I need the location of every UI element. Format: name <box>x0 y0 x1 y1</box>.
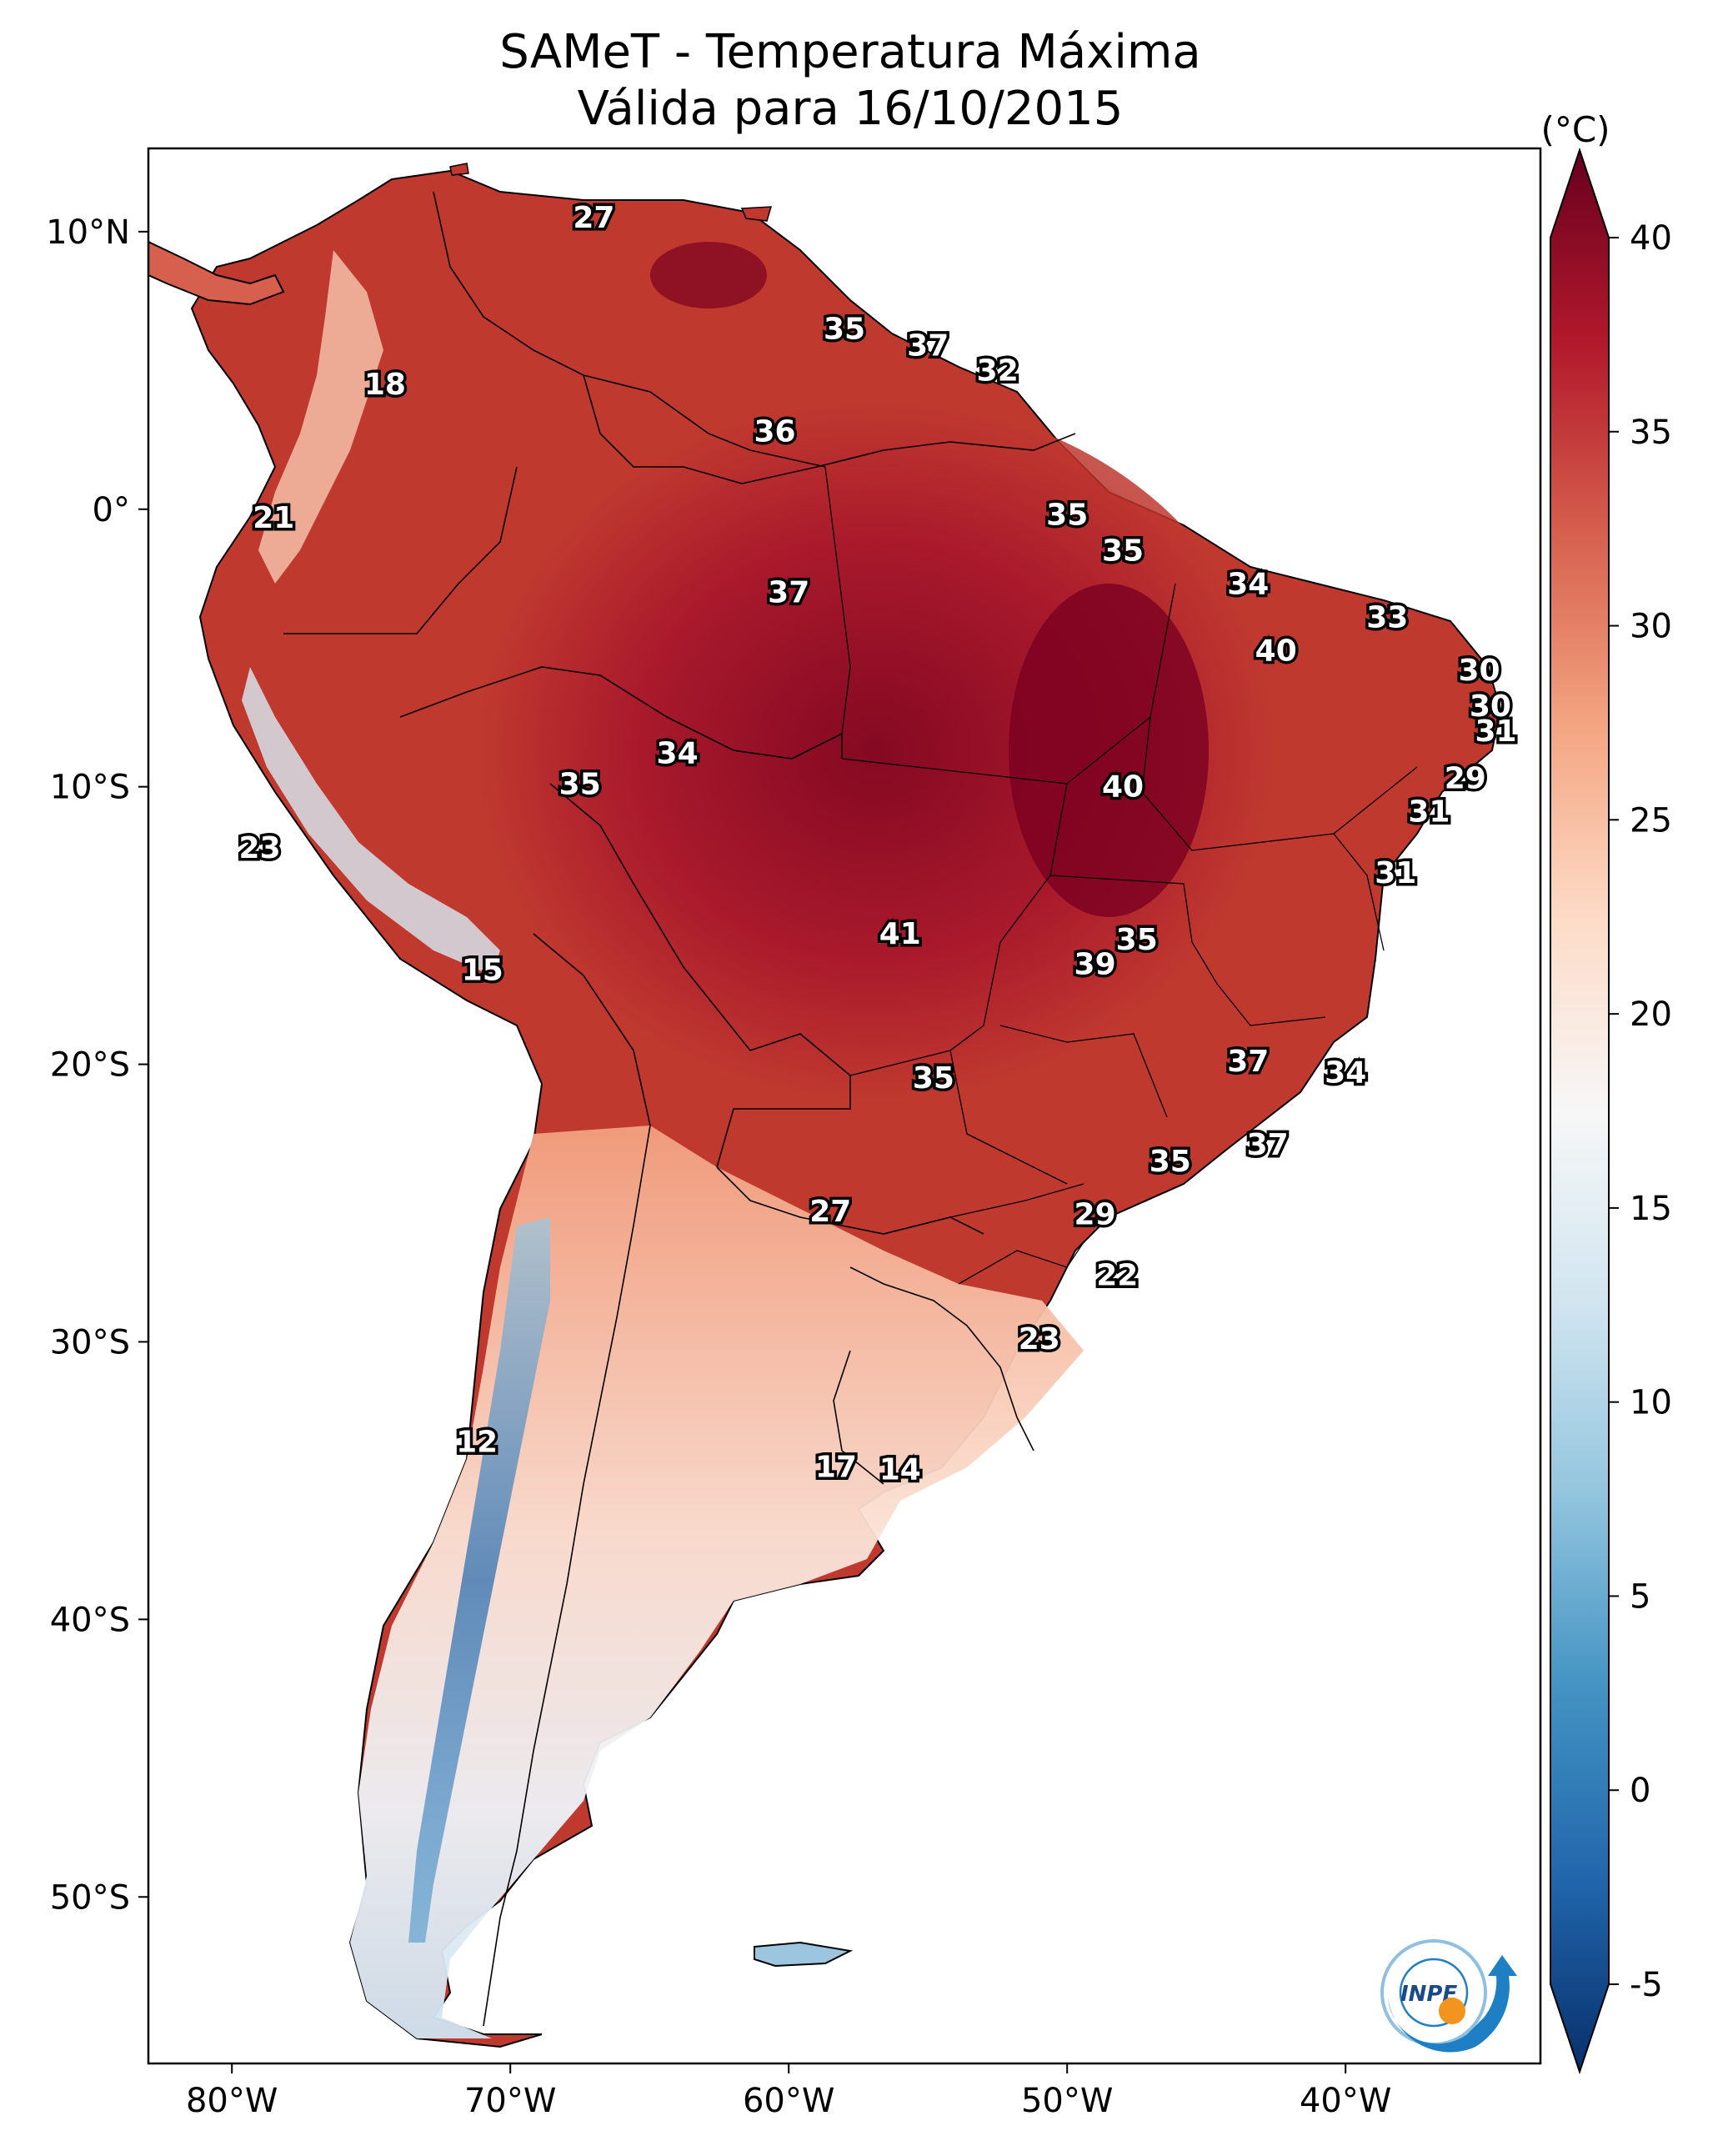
y-tick-label: 10°N <box>46 213 130 252</box>
temperature-label: 39 <box>1074 948 1116 982</box>
temperature-label: 34 <box>1227 568 1269 602</box>
temperature-label: 22 <box>1096 1259 1138 1293</box>
colorbar-tick-label: 5 <box>1630 1577 1650 1616</box>
colorbar-tick-label: -5 <box>1630 1966 1663 2004</box>
y-tick-label: 40°S <box>50 1601 130 1639</box>
temperature-label: 40 <box>1102 770 1144 805</box>
temperature-label: 31 <box>1375 856 1416 890</box>
temperature-label: 12 <box>456 1425 498 1459</box>
logo-dot-icon <box>1439 1998 1465 2024</box>
y-tick-label: 10°S <box>50 769 130 807</box>
colorbar-tick-label: 35 <box>1630 414 1672 452</box>
temperature-label: 33 <box>1366 601 1408 635</box>
temperature-label: 29 <box>1445 762 1486 796</box>
temperature-label: 32 <box>977 353 1019 388</box>
colorbar-tick-label: 25 <box>1630 801 1672 840</box>
temperature-label: 27 <box>809 1195 851 1229</box>
temperature-label: 14 <box>879 1453 921 1487</box>
temperature-field <box>148 163 1502 2048</box>
colorbar-unit: (°C) <box>1540 109 1610 150</box>
temperature-label: 40 <box>1255 634 1297 669</box>
y-tick-label: 50°S <box>50 1878 130 1917</box>
x-axis-ticks: 80°W 70°W 60°W 50°W 40°W <box>186 2063 1391 2120</box>
temperature-label: 15 <box>462 953 503 987</box>
temperature-label: 23 <box>1019 1322 1060 1356</box>
y-axis-ticks: 10°N 0° 10°S 20°S 30°S 40°S 50°S <box>46 213 148 1917</box>
colorbar-tick-label: 0 <box>1630 1772 1650 1810</box>
y-tick-label: 30°S <box>50 1323 130 1361</box>
temperature-label: 31 <box>1408 795 1450 830</box>
temperature-label: 35 <box>1150 1145 1191 1179</box>
temperature-label: 37 <box>1227 1045 1269 1079</box>
temperature-label: 34 <box>657 737 699 771</box>
temperature-label: 35 <box>913 1061 954 1096</box>
x-tick-label: 50°W <box>1021 2082 1113 2120</box>
temperature-label: 35 <box>824 312 865 346</box>
temperature-label: 31 <box>1475 714 1517 749</box>
state-borders <box>824 466 1418 1285</box>
colorbar: (°C) -5 0 5 10 15 20 25 30 35 40 <box>1540 109 1672 2075</box>
colorbar-ticks: -5 0 5 10 15 20 25 30 35 40 <box>1609 219 1672 2004</box>
falklands <box>754 1941 854 1968</box>
temperature-label: 23 <box>239 831 281 865</box>
temperature-label: 34 <box>1325 1056 1366 1091</box>
colorbar-tick-label: 40 <box>1630 219 1672 258</box>
colorbar-tick-label: 10 <box>1630 1384 1672 1422</box>
temperature-label: 29 <box>1074 1197 1116 1231</box>
x-tick-label: 80°W <box>186 2082 278 2120</box>
temperature-label: 17 <box>815 1450 857 1484</box>
map-frame <box>147 147 1542 2065</box>
inpe-logo: INPE <box>1380 1939 1517 2053</box>
x-tick-label: 60°W <box>743 2082 834 2120</box>
colorbar-tick-label: 20 <box>1630 995 1672 1034</box>
temperature-label: 35 <box>559 767 601 801</box>
colorbar-bar <box>1550 147 1610 2075</box>
temperature-label: 36 <box>754 415 795 449</box>
x-tick-label: 40°W <box>1300 2082 1391 2120</box>
heat-core-brazil <box>475 400 1275 1101</box>
temperature-label: 21 <box>253 501 294 535</box>
andes-cold-strip <box>408 1217 550 1943</box>
temperature-label: 35 <box>1116 923 1158 957</box>
colorbar-tick-label: 30 <box>1630 608 1672 646</box>
map-title: SAMeT - Temperatura Máxima <box>499 25 1201 79</box>
temperature-label: 37 <box>768 576 809 610</box>
x-tick-label: 70°W <box>464 2082 556 2120</box>
y-tick-label: 0° <box>93 491 130 529</box>
logo-arc-icon <box>1388 1955 1517 2053</box>
temperature-label: 30 <box>1458 654 1500 688</box>
temperature-label: 35 <box>1102 534 1144 569</box>
temperature-label: 41 <box>879 917 921 951</box>
temperature-label: 27 <box>573 201 614 235</box>
temperature-label: 35 <box>1046 498 1088 532</box>
temperature-label: 18 <box>364 368 406 402</box>
temperature-label: 37 <box>1247 1128 1289 1162</box>
y-tick-label: 20°S <box>50 1046 130 1085</box>
temperature-label: 30 <box>1470 689 1511 724</box>
country-borders <box>283 191 1076 2027</box>
temperature-label: 37 <box>907 328 949 363</box>
map-subtitle: Válida para 16/10/2015 <box>577 82 1124 136</box>
colorbar-tick-label: 15 <box>1630 1190 1672 1228</box>
